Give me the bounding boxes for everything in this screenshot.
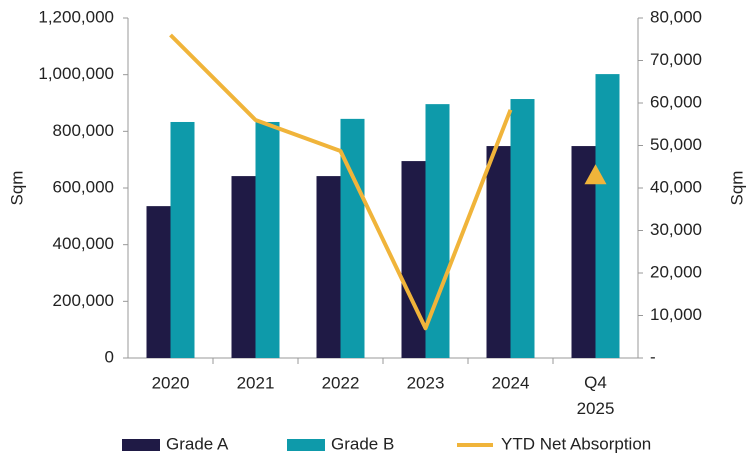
y2-tick-label: 30,000 bbox=[650, 220, 702, 239]
bar bbox=[401, 161, 426, 358]
y-tick-label: 0 bbox=[105, 347, 114, 366]
legend-label: Grade B bbox=[331, 434, 394, 453]
bar bbox=[510, 99, 535, 359]
bar bbox=[595, 74, 620, 358]
legend-swatch bbox=[122, 439, 160, 451]
x-tick-label: 2024 bbox=[492, 373, 530, 392]
bar bbox=[486, 146, 511, 358]
y2-tick-label: 10,000 bbox=[650, 305, 702, 324]
x-tick-label: 2022 bbox=[322, 373, 360, 392]
y-tick-label: 400,000 bbox=[53, 234, 114, 253]
x-tick-label: 2023 bbox=[407, 373, 445, 392]
y-tick-label: 600,000 bbox=[53, 177, 114, 196]
y2-tick-label: 40,000 bbox=[650, 177, 702, 196]
y2-tick-label: 20,000 bbox=[650, 262, 702, 281]
line bbox=[169, 33, 513, 331]
legend-swatch bbox=[287, 439, 325, 451]
bar bbox=[146, 206, 171, 358]
bar bbox=[231, 176, 256, 358]
y2-tick-label: - bbox=[650, 347, 656, 366]
y2-tick-label: 50,000 bbox=[650, 135, 702, 154]
y2-tick-label: 70,000 bbox=[650, 50, 702, 69]
bar bbox=[316, 176, 341, 358]
line-marker bbox=[584, 164, 607, 185]
y-tick-label: 1,000,000 bbox=[38, 64, 114, 83]
y2-tick-label: 80,000 bbox=[650, 7, 702, 26]
y-tick-label: 200,000 bbox=[53, 291, 114, 310]
legend-label: Grade A bbox=[166, 434, 229, 453]
y-tick-label: 800,000 bbox=[53, 121, 114, 140]
y2-axis-label: Sqm bbox=[727, 171, 746, 206]
y2-tick-label: 60,000 bbox=[650, 92, 702, 111]
x-tick-label: Q4 2025 bbox=[577, 373, 615, 418]
bar bbox=[255, 121, 280, 358]
x-tick-label: 2020 bbox=[152, 373, 190, 392]
y-tick-label: 1,200,000 bbox=[38, 7, 114, 26]
x-tick-label: 2021 bbox=[237, 373, 275, 392]
bar bbox=[170, 121, 195, 358]
legend-label: YTD Net Absorption bbox=[501, 434, 651, 453]
y-axis-label: Sqm bbox=[7, 171, 26, 206]
